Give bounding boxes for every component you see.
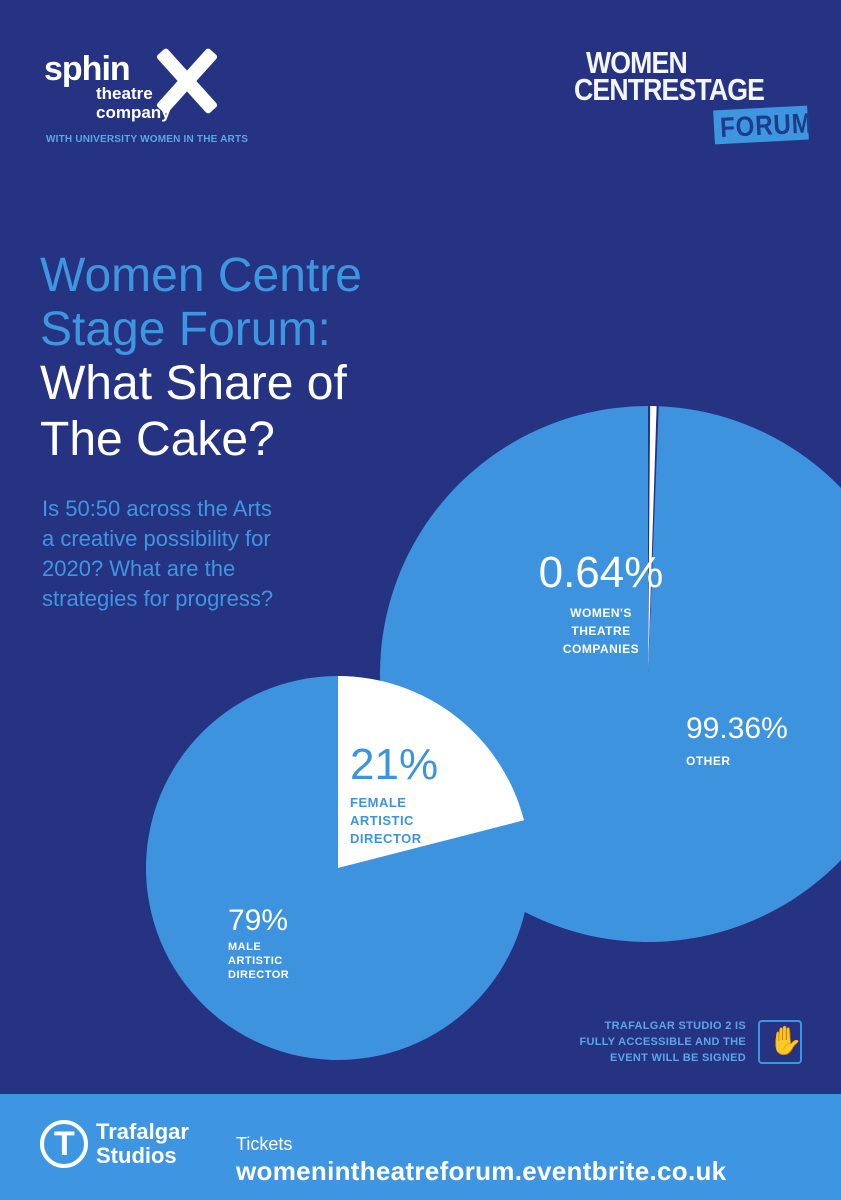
- wcs-logo-line1: WOMEN: [586, 45, 688, 80]
- slice-name-line: COMPANIES: [562, 642, 640, 656]
- slice-label-womens-companies: 0.64% WOMEN'S THEATRE COMPANIES: [516, 548, 686, 658]
- headline-line3: What Share of: [40, 357, 347, 410]
- wcs-logo-line2: CENTRESTAGE: [574, 72, 765, 107]
- accessibility-line: EVENT WILL BE SIGNED: [610, 1052, 746, 1064]
- slice-value-male-director: 79%: [228, 904, 289, 937]
- sphinx-logo-subtitle: theatre company: [96, 84, 171, 122]
- accessibility-note: TRAFALGAR STUDIO 2 IS FULLY ACCESSIBLE A…: [560, 1018, 746, 1066]
- sphinx-logo: sphin theatre company: [44, 47, 224, 130]
- slice-name-line: DIRECTOR: [228, 969, 290, 981]
- sphinx-logo-word: sphin: [44, 50, 131, 88]
- subheading-line2: a creative possibility for: [42, 526, 271, 551]
- slice-name-line: MALE: [228, 941, 262, 953]
- slice-value-female-director: 21%: [350, 740, 439, 789]
- slice-name-line: WOMEN'S: [570, 606, 632, 620]
- slice-name-line: ARTISTIC: [228, 955, 283, 967]
- partner-line: WITH UNIVERSITY WOMEN IN THE ARTS: [46, 134, 249, 145]
- accessibility-line: FULLY ACCESSIBLE AND THE: [579, 1036, 746, 1048]
- slice-value-womens-companies: 0.64%: [538, 548, 664, 597]
- slice-label-female-director: 21% FEMALE ARTISTIC DIRECTOR: [350, 740, 460, 848]
- slice-name-male-director: MALE ARTISTIC DIRECTOR: [228, 940, 318, 982]
- pie-slice-womens-companies: [648, 406, 657, 674]
- slice-label-other: 99.36% OTHER: [686, 712, 806, 770]
- slice-name-female-director: FEMALE ARTISTIC DIRECTOR: [350, 794, 460, 848]
- headline-line4: The Cake?: [40, 413, 275, 466]
- footer-bar: T Trafalgar Studios Tickets womenintheat…: [0, 1094, 841, 1200]
- subheading-line1: Is 50:50 across the Arts: [42, 496, 272, 521]
- tickets-label: Tickets: [236, 1134, 293, 1154]
- sphinx-sub-line2: company: [96, 103, 171, 122]
- accessibility-line: TRAFALGAR STUDIO 2 IS: [604, 1020, 746, 1032]
- venue-name-line2: Studios: [96, 1143, 177, 1168]
- trafalgar-logo-icon: T: [40, 1120, 88, 1168]
- slice-label-male-director: 79% MALE ARTISTIC DIRECTOR: [228, 904, 318, 982]
- slice-name-line: FEMALE: [350, 795, 407, 810]
- slice-name-other: OTHER: [686, 754, 731, 768]
- venue-name: Trafalgar Studios: [96, 1120, 189, 1168]
- pie-slice-female-director: [338, 676, 524, 868]
- slice-name-line: DIRECTOR: [350, 831, 422, 846]
- venue-name-line1: Trafalgar: [96, 1119, 189, 1144]
- slice-name-line: THEATRE: [571, 624, 631, 638]
- tickets-link[interactable]: womenintheatreforum.eventbrite.co.uk: [236, 1156, 727, 1186]
- headline-line2: Stage Forum:: [40, 303, 331, 356]
- slice-name-line: ARTISTIC: [350, 813, 414, 828]
- subheading-line3: 2020? What are the: [42, 556, 236, 581]
- sign-language-icon: ✋: [758, 1020, 803, 1064]
- slice-value-other: 99.36%: [686, 712, 788, 745]
- sphinx-sub-line1: theatre: [96, 84, 153, 103]
- women-centrestage-logo: WOMEN CENTRESTAGE FORUM: [574, 45, 814, 158]
- trafalgar-logo-letter: T: [54, 1125, 75, 1163]
- slice-name-womens-companies: WOMEN'S THEATRE COMPANIES: [516, 604, 686, 658]
- subheading-line4: strategies for progress?: [42, 586, 274, 611]
- headline-line1: Women Centre: [40, 249, 362, 302]
